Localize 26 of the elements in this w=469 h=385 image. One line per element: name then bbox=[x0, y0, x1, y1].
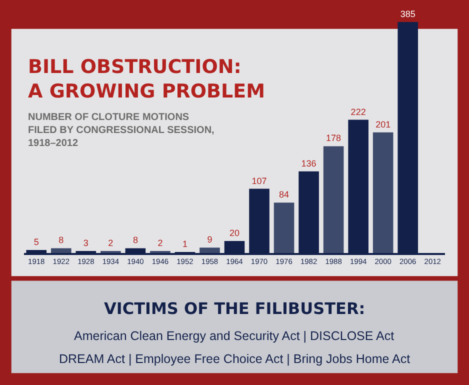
data-label: 3 bbox=[83, 238, 88, 248]
bar bbox=[274, 202, 294, 253]
data-label: 178 bbox=[326, 133, 342, 144]
bar bbox=[372, 132, 394, 253]
data-label: 107 bbox=[252, 176, 267, 186]
data-label: 1 bbox=[182, 239, 188, 249]
data-label: 20 bbox=[229, 228, 240, 238]
text: DREAM Act | Employee Free Choice Act | Bring Jobs Home Act bbox=[59, 352, 411, 366]
data-label: 9 bbox=[207, 234, 212, 245]
data-label: 84 bbox=[279, 190, 290, 200]
data-label: 136 bbox=[301, 158, 316, 168]
data-label: 8 bbox=[132, 235, 138, 246]
data-label: 5 bbox=[34, 237, 39, 247]
text: American Clean Energy and Security Act | DISCLOSE Act bbox=[74, 329, 395, 343]
data-label: 222 bbox=[350, 106, 366, 117]
text: NUMBER OF CLOTURE MOTIONS FILED BY CONGRESSIONAL SESSION, 1918–2012 bbox=[28, 112, 215, 149]
data-label: 8 bbox=[58, 235, 64, 246]
data-label: 2 bbox=[158, 238, 163, 248]
data-label: 201 bbox=[376, 119, 391, 130]
data-label: 2 bbox=[108, 238, 114, 248]
text: VICTIMS OF THE FILIBUSTER: bbox=[104, 299, 366, 318]
bar bbox=[200, 248, 220, 253]
text: BILL OBSTRUCTION: A GROWING PROBLEM bbox=[28, 56, 266, 103]
bar bbox=[323, 146, 344, 253]
data-label: 385 bbox=[400, 9, 416, 19]
bar bbox=[50, 248, 72, 253]
